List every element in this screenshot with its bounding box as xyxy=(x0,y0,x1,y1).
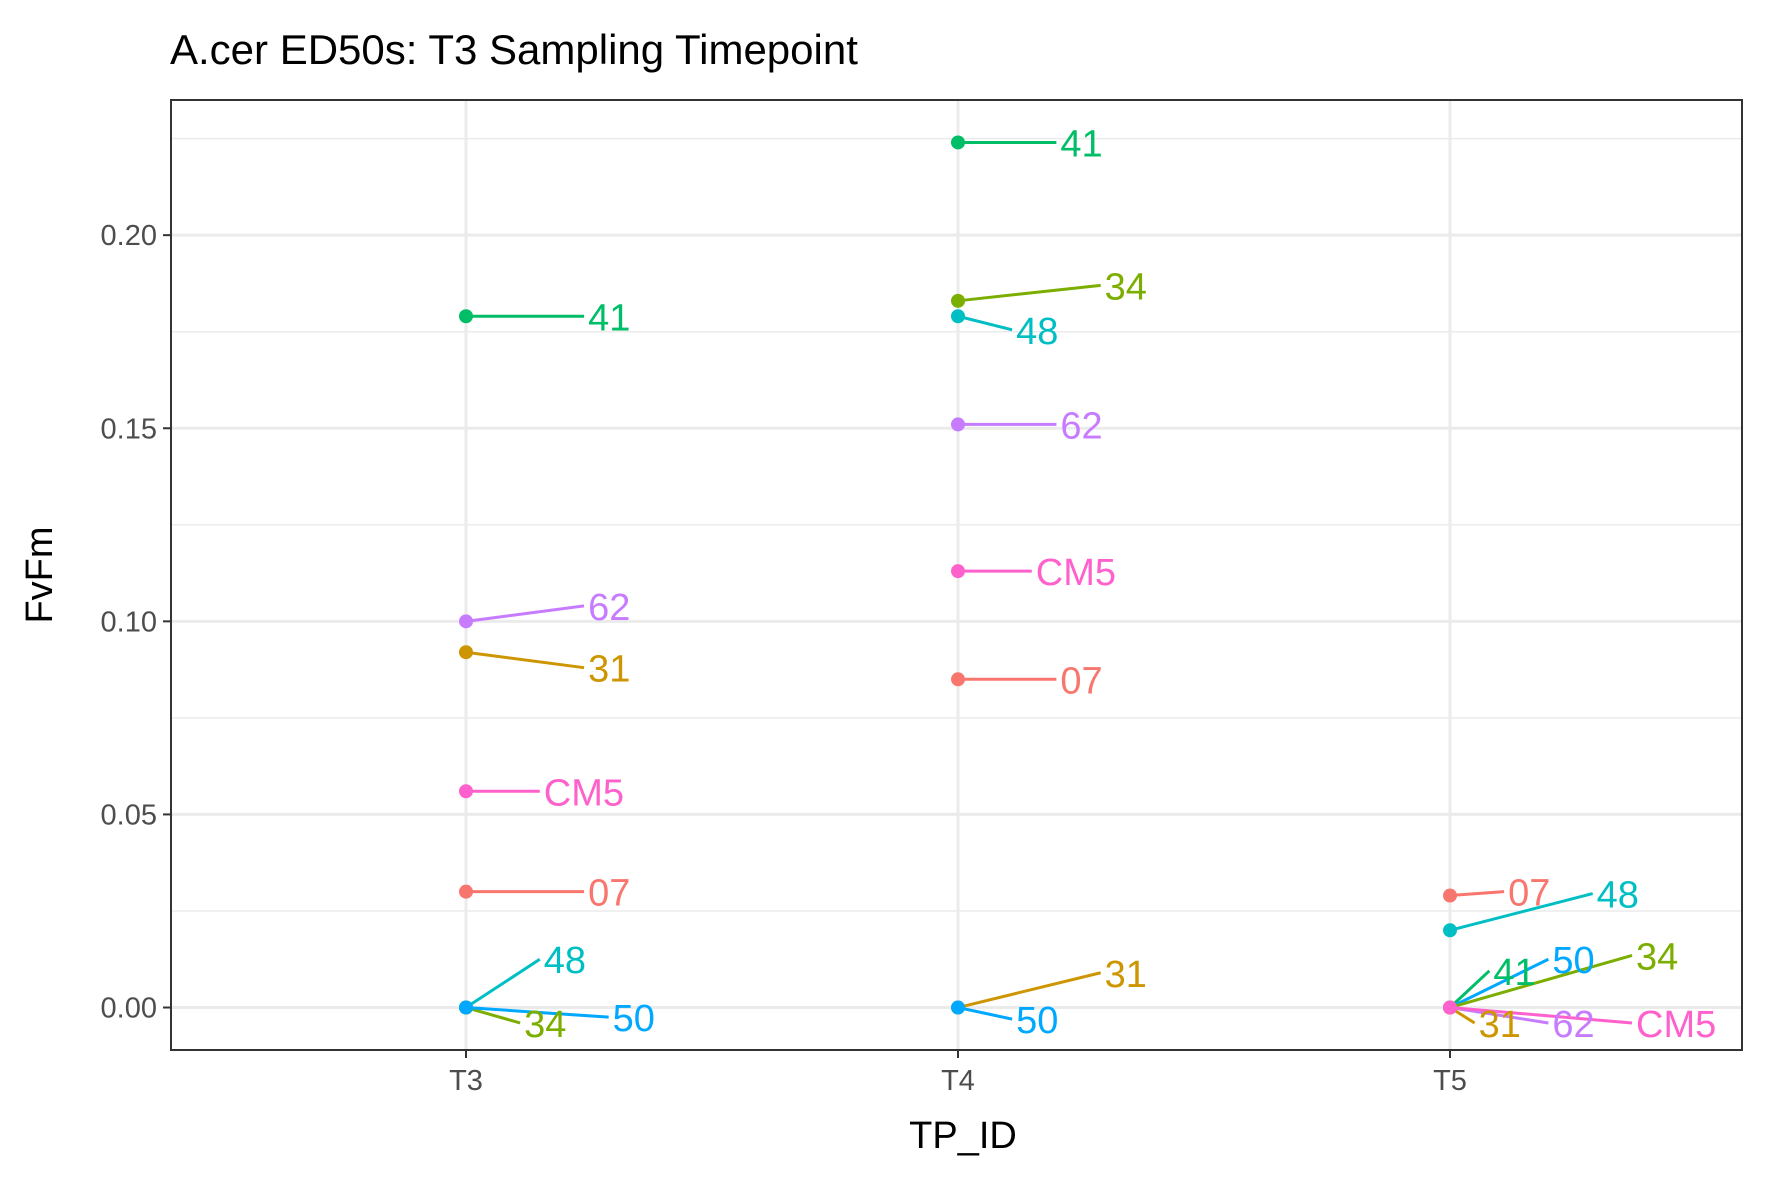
point-label: 48 xyxy=(544,940,586,982)
point-label: 62 xyxy=(588,587,630,629)
point-label: 34 xyxy=(1636,936,1678,978)
data-point xyxy=(951,1000,965,1015)
point-label: 50 xyxy=(1016,1000,1058,1042)
label-connector xyxy=(465,1006,609,1019)
label-connector xyxy=(1449,890,1505,898)
data-point xyxy=(459,1000,473,1015)
label-connector xyxy=(957,283,1101,303)
point-label: 50 xyxy=(1552,940,1594,982)
axis-layer: 0.00 0.05 0.10 0.15 0.20 T3 T4 T5 xyxy=(101,220,1467,1097)
point-label: 34 xyxy=(524,1004,566,1046)
data-point xyxy=(459,309,473,324)
label-connector xyxy=(1449,957,1550,1009)
data-point xyxy=(459,884,473,899)
point-label: 62 xyxy=(1552,1004,1594,1046)
data-point xyxy=(951,135,965,150)
point-label: 31 xyxy=(1105,954,1147,996)
data-point xyxy=(1443,923,1457,938)
label-connector xyxy=(957,1006,1013,1021)
data-point xyxy=(951,417,965,432)
label-connector xyxy=(465,957,541,1009)
data-point xyxy=(459,784,473,799)
point-label: 48 xyxy=(1016,311,1058,353)
data-point xyxy=(1443,888,1457,903)
data-point xyxy=(951,672,965,687)
point-label: 07 xyxy=(1060,660,1102,702)
label-connector-layer xyxy=(465,140,1633,1025)
data-point xyxy=(951,564,965,579)
y-axis-title: FvFm xyxy=(19,526,61,623)
label-connector xyxy=(465,1006,521,1025)
x-axis-title: TP_ID xyxy=(909,1115,1017,1157)
y-tick-label: 0.15 xyxy=(101,413,157,445)
point-label: 31 xyxy=(588,649,630,691)
point-label: 41 xyxy=(588,297,630,339)
point-label: 07 xyxy=(1508,873,1550,915)
label-connector xyxy=(1449,1006,1633,1025)
label-connector xyxy=(1449,892,1594,932)
point-label: 50 xyxy=(613,998,655,1040)
label-connector xyxy=(465,650,585,670)
data-point xyxy=(459,645,473,660)
plot-border xyxy=(170,99,1743,1051)
y-tick-label: 0.10 xyxy=(101,606,157,638)
point-label: CM5 xyxy=(1036,552,1116,594)
data-point xyxy=(459,614,473,629)
label-connector xyxy=(957,971,1102,1009)
point-label: 34 xyxy=(1105,266,1147,308)
label-connector xyxy=(1449,953,1633,1009)
point-label: 41 xyxy=(1493,952,1535,994)
point-label: CM5 xyxy=(1636,1004,1716,1046)
x-tick-label: T5 xyxy=(1433,1065,1467,1097)
point-label: 48 xyxy=(1597,875,1639,917)
point-label: 62 xyxy=(1060,405,1102,447)
point-label: 31 xyxy=(1479,1004,1521,1046)
y-tick-label: 0.20 xyxy=(101,220,157,252)
label-connector xyxy=(1448,969,1491,1009)
label-connector xyxy=(957,314,1013,332)
point-label: 41 xyxy=(1060,123,1102,165)
point-label: 07 xyxy=(588,873,630,915)
data-point xyxy=(951,293,965,308)
y-tick-label: 0.05 xyxy=(101,799,157,831)
data-point xyxy=(951,309,965,324)
x-tick-label: T3 xyxy=(449,1065,483,1097)
point-layer xyxy=(459,135,1457,1015)
point-label: CM5 xyxy=(544,772,624,814)
data-point xyxy=(1443,1000,1457,1015)
chart-title: A.cer ED50s: T3 Sampling Timepoint xyxy=(170,26,858,73)
x-tick-label: T4 xyxy=(941,1065,975,1097)
y-tick-label: 0.00 xyxy=(101,993,157,1025)
label-connector xyxy=(465,604,585,623)
